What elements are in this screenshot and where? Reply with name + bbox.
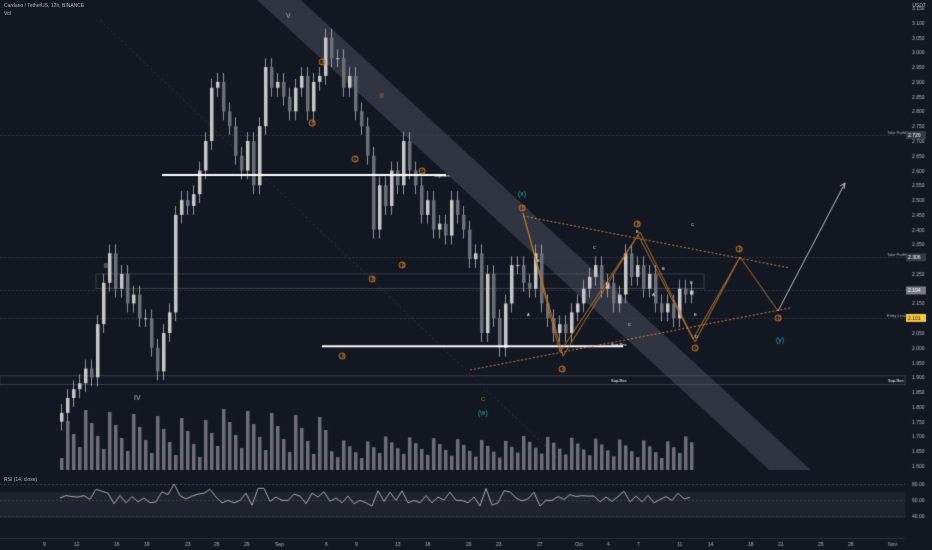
- volume-label: Vol: [4, 11, 11, 17]
- chart-title: Cardano / TetherUS, 12h, BINANCE: [4, 3, 85, 9]
- currency-label: USDT: [912, 3, 926, 9]
- rsi-title: RSI (14, close): [4, 477, 38, 483]
